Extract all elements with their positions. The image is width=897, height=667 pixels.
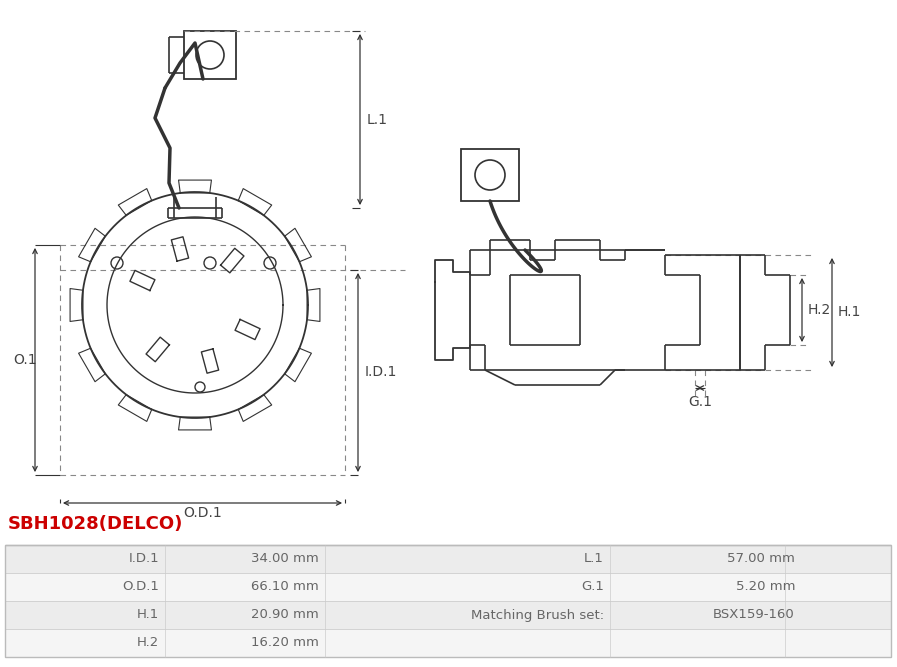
Text: G.1: G.1: [581, 580, 604, 594]
Bar: [5, 601, 891, 629]
Text: H.1: H.1: [136, 608, 159, 622]
Text: 16.20 mm: 16.20 mm: [251, 636, 319, 650]
Text: SBH1028(DELCO): SBH1028(DELCO): [8, 515, 183, 533]
Text: O.D.1: O.D.1: [122, 580, 159, 594]
Text: L.1: L.1: [584, 552, 604, 566]
Text: 5.20 mm: 5.20 mm: [736, 580, 795, 594]
Text: O.1: O.1: [13, 353, 37, 367]
Text: O.D.1: O.D.1: [183, 506, 222, 520]
Text: H.2: H.2: [136, 636, 159, 650]
Text: I.D.1: I.D.1: [128, 552, 159, 566]
Text: BSX159-160: BSX159-160: [713, 608, 795, 622]
Bar: [461, 149, 519, 201]
Text: 66.10 mm: 66.10 mm: [251, 580, 319, 594]
Text: H.1: H.1: [838, 305, 861, 319]
Text: I.D.1: I.D.1: [365, 366, 397, 380]
Text: Matching Brush set:: Matching Brush set:: [471, 608, 604, 622]
Text: 57.00 mm: 57.00 mm: [727, 552, 795, 566]
Bar: [5, 629, 891, 657]
Bar: [5, 573, 891, 601]
Bar: [5, 545, 891, 573]
Text: L.1: L.1: [367, 113, 388, 127]
Text: 20.90 mm: 20.90 mm: [251, 608, 319, 622]
Bar: [5, 545, 891, 657]
Bar: [184, 31, 236, 79]
Text: H.2: H.2: [808, 303, 832, 317]
Text: G.1: G.1: [688, 395, 712, 409]
Text: 34.00 mm: 34.00 mm: [251, 552, 319, 566]
